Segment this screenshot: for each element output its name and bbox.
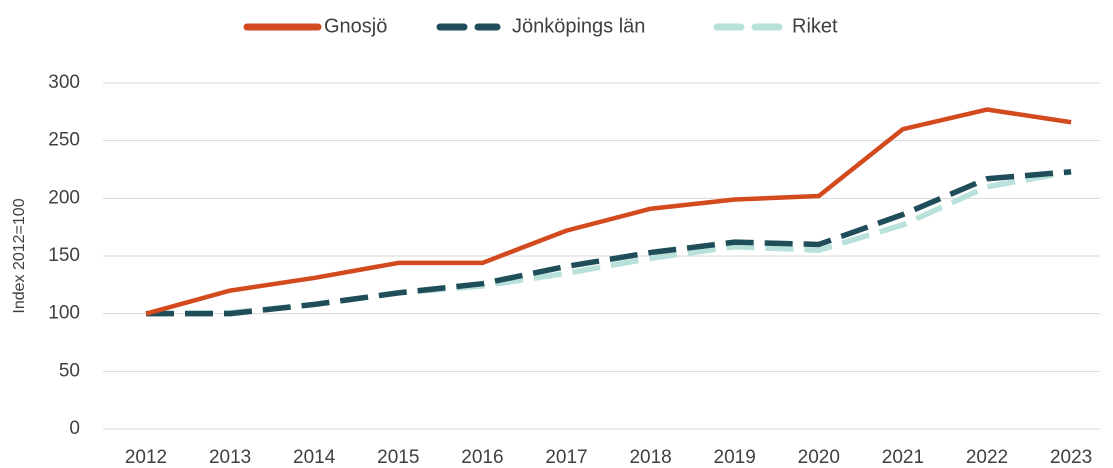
- y-tick-label: 0: [69, 418, 80, 439]
- y-tick-label: 50: [59, 360, 80, 381]
- legend-label: Gnosjö: [324, 15, 387, 37]
- series-line: [146, 169, 1072, 317]
- x-tick-label: 2015: [377, 447, 419, 468]
- x-tick-label: 2020: [798, 447, 840, 468]
- x-tick-label: 2013: [209, 447, 251, 468]
- legend-label: Riket: [792, 15, 838, 37]
- series-line: [145, 107, 1072, 316]
- y-axis-label: Index 2012=100: [11, 198, 28, 313]
- series-line: [145, 169, 1072, 317]
- x-tick-label: 2017: [545, 447, 587, 468]
- x-tick-label: 2022: [966, 447, 1008, 468]
- x-tick-label: 2019: [714, 447, 756, 468]
- y-tick-label: 200: [48, 187, 80, 208]
- y-tick-label: 100: [48, 303, 80, 324]
- x-tick-label: 2023: [1050, 447, 1092, 468]
- x-tick-label: 2014: [293, 447, 336, 468]
- y-tick-label: 150: [48, 245, 80, 266]
- y-tick-label: 250: [48, 130, 80, 151]
- x-tick-label: 2016: [461, 447, 503, 468]
- x-tick-label: 2021: [882, 447, 924, 468]
- y-tick-label: 300: [48, 72, 80, 93]
- x-tick-label: 2012: [125, 447, 167, 468]
- x-tick-label: 2018: [629, 447, 671, 468]
- legend-label: Jönköpings län: [512, 15, 645, 37]
